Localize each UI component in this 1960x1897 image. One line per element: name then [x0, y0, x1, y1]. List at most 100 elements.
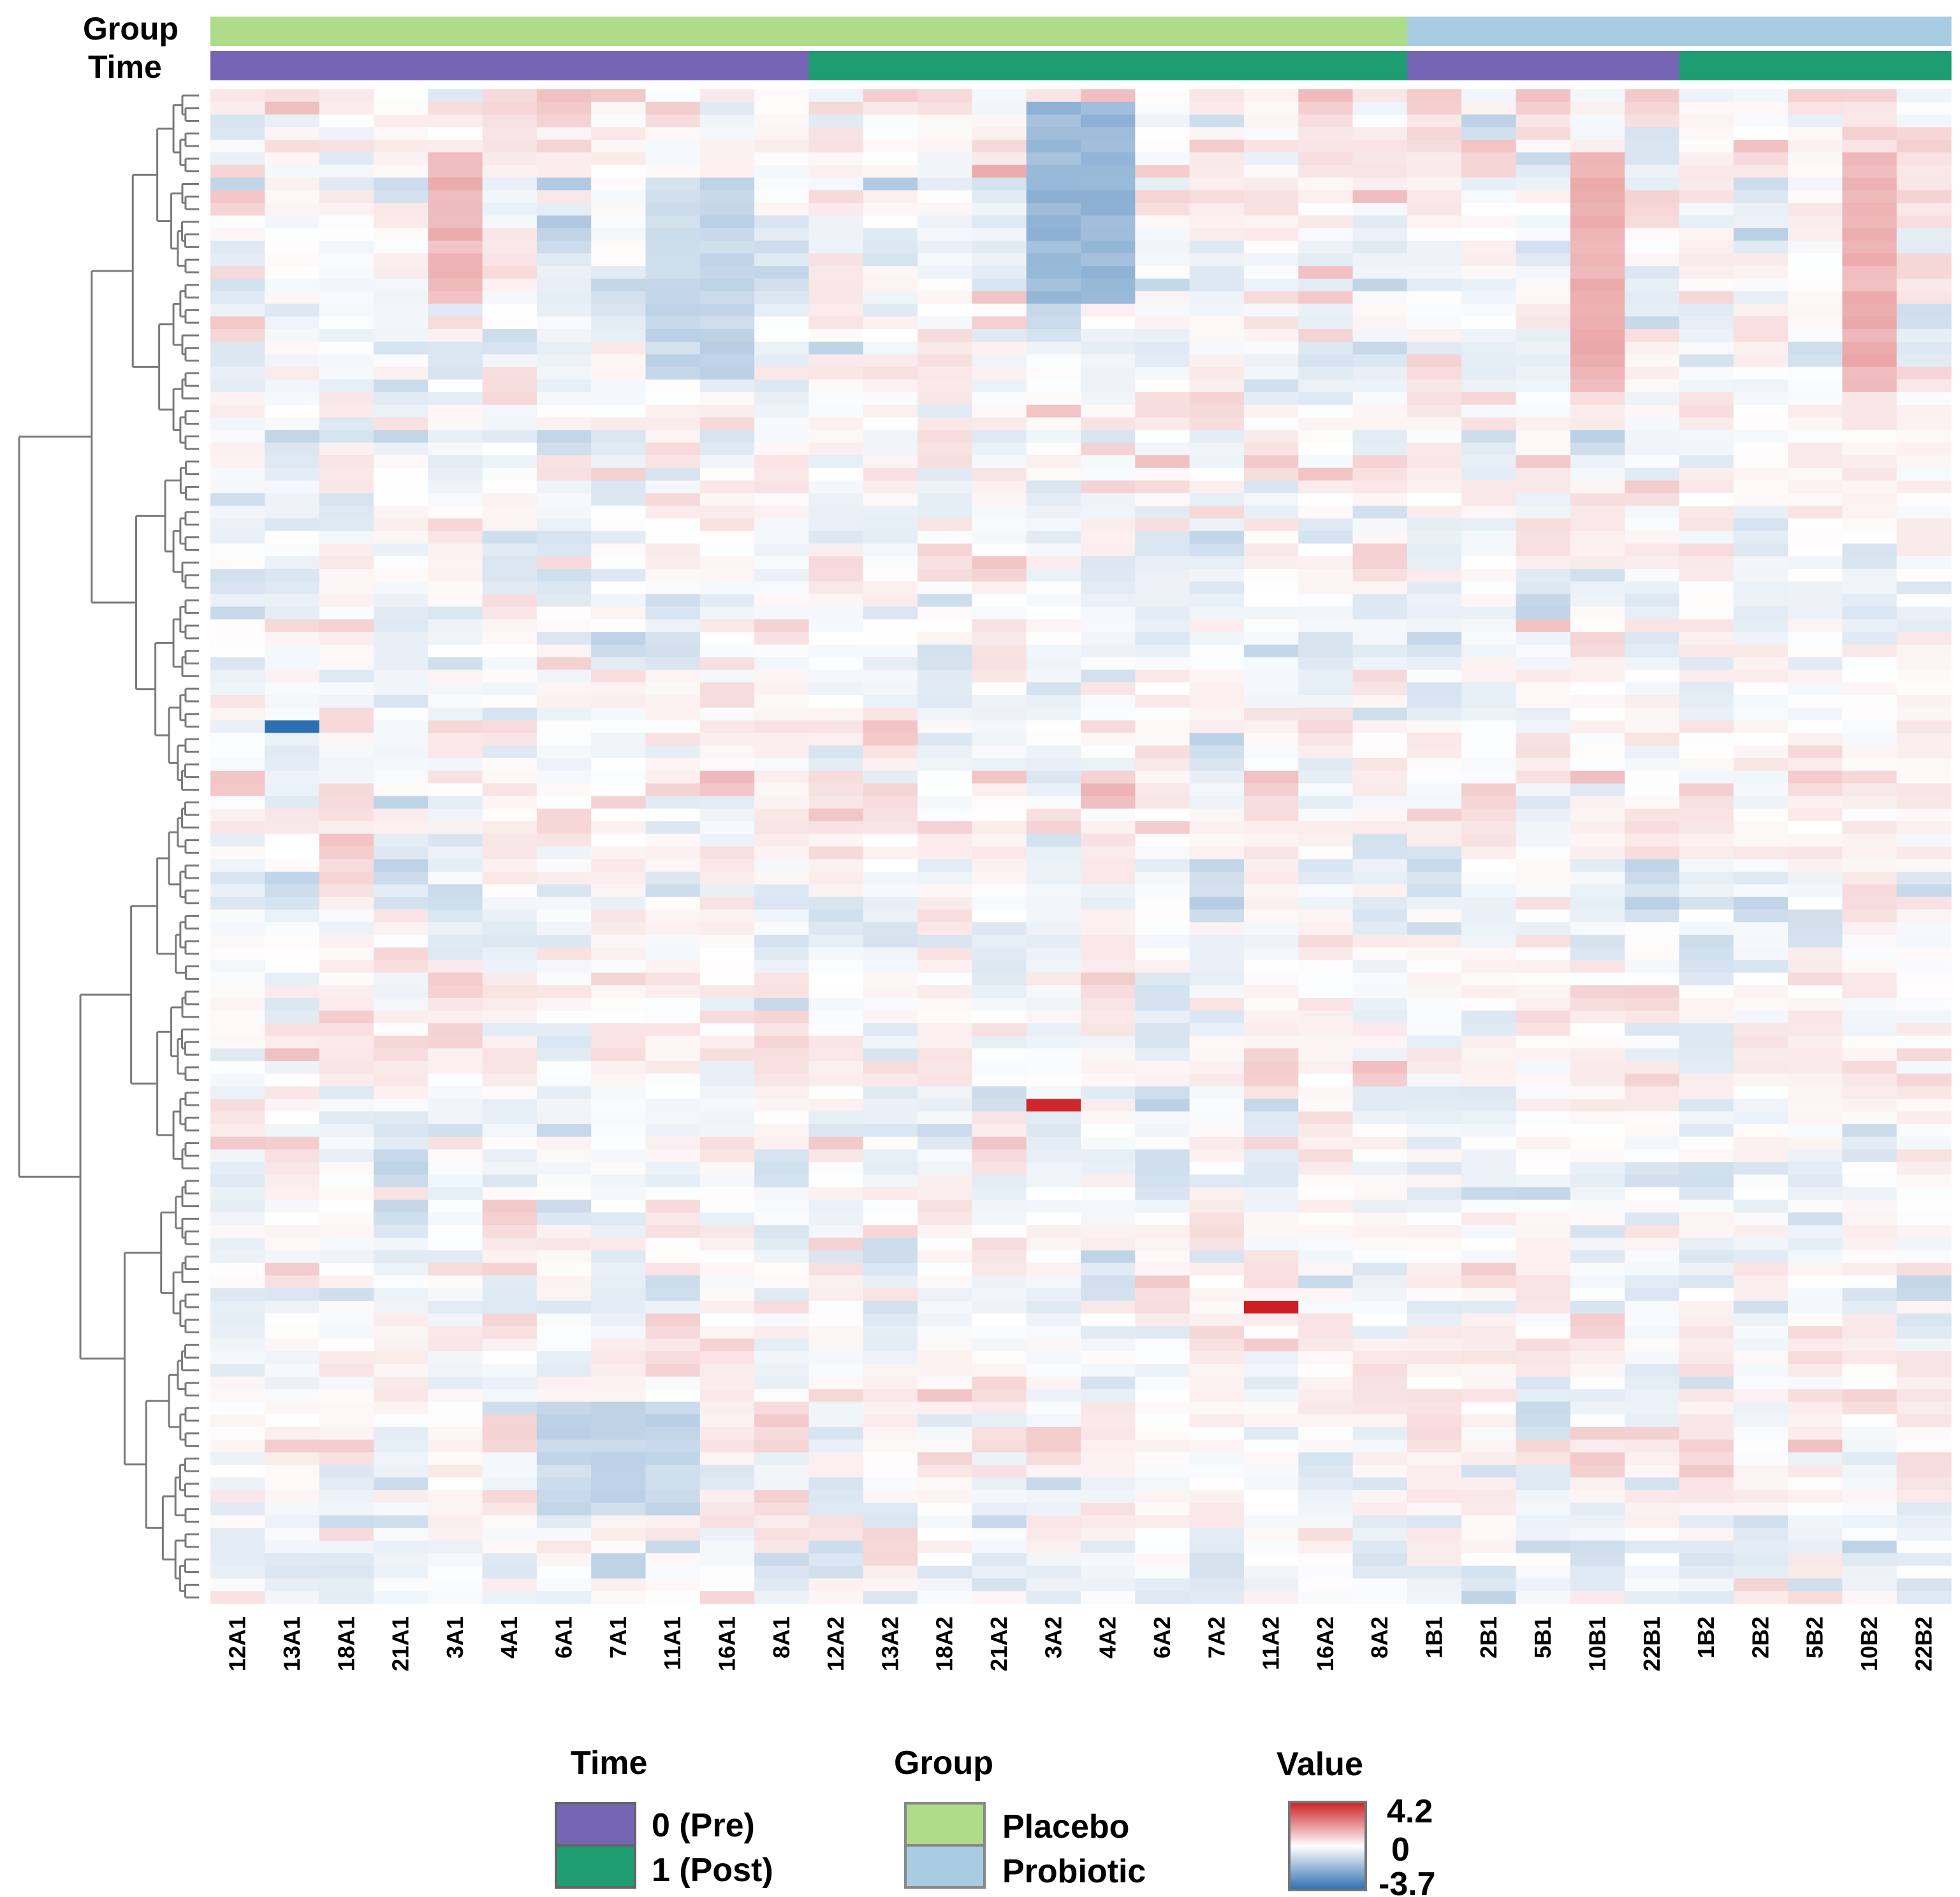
- heat-cell: [972, 1275, 1027, 1289]
- heat-cell: [699, 1124, 755, 1138]
- heat-cell: [1189, 177, 1245, 191]
- col-label-22B1: 22B1: [1639, 1616, 1665, 1671]
- heat-cell: [536, 960, 592, 974]
- heat-cell: [1679, 1426, 1734, 1440]
- heat-cell: [1896, 770, 1952, 784]
- heat-cell: [1407, 695, 1462, 708]
- heat-cell: [1243, 1187, 1299, 1201]
- heat-cell: [1298, 140, 1354, 153]
- heat-cell: [808, 632, 864, 645]
- heat-cell: [1352, 960, 1408, 974]
- heat-cell: [591, 266, 647, 279]
- heat-cell: [1461, 1515, 1517, 1528]
- heat-cell: [1352, 1275, 1408, 1289]
- heat-cell: [972, 493, 1027, 506]
- heat-cell: [1679, 720, 1734, 733]
- heat-cell: [1625, 897, 1680, 911]
- heat-cell: [1026, 253, 1081, 267]
- heat-cell: [1081, 922, 1136, 935]
- heat-cell: [265, 1541, 320, 1554]
- heat-cell: [754, 758, 810, 772]
- heat-cell: [1679, 1553, 1734, 1567]
- heat-cell: [1243, 430, 1299, 443]
- heat-cell: [1733, 1111, 1788, 1125]
- heat-cell: [1733, 733, 1788, 746]
- heat-cell: [1243, 177, 1299, 191]
- heat-cell: [1516, 733, 1571, 746]
- heat-cell: [265, 1515, 320, 1528]
- heat-cell: [972, 670, 1027, 683]
- heat-cell: [1026, 897, 1081, 911]
- heat-cell: [1516, 1023, 1571, 1036]
- heat-cell: [754, 354, 810, 368]
- heat-cell: [699, 1439, 755, 1453]
- heat-cell: [754, 1086, 810, 1099]
- heat-cell: [1679, 644, 1734, 658]
- heat-cell: [1135, 1426, 1190, 1440]
- heat-cell: [808, 770, 864, 784]
- heat-cell: [699, 531, 755, 545]
- heat-cell: [972, 606, 1027, 620]
- heat-cell: [699, 985, 755, 999]
- heat-cell: [1135, 1541, 1190, 1554]
- heat-cell: [536, 1060, 592, 1074]
- heat-cell: [1788, 594, 1843, 608]
- heat-cell: [1842, 1275, 1898, 1289]
- heat-cell: [699, 1465, 755, 1478]
- heat-cell: [1570, 556, 1625, 569]
- heat-cell: [1243, 1136, 1299, 1150]
- heat-cell: [972, 266, 1027, 279]
- heat-cell: [482, 278, 538, 292]
- heat-cell: [1842, 1099, 1898, 1112]
- heat-cell: [645, 1553, 701, 1567]
- heat-cell: [1733, 417, 1788, 430]
- heat-cell: [1788, 1376, 1843, 1390]
- heat-cell: [591, 493, 647, 506]
- heat-cell: [863, 682, 918, 696]
- heat-cell: [1516, 1452, 1571, 1465]
- heat-cell: [428, 329, 483, 342]
- heat-cell: [863, 1452, 918, 1465]
- time-cell-16A2: [1298, 51, 1354, 80]
- heat-cell: [1352, 1136, 1408, 1150]
- heat-cell: [972, 947, 1027, 961]
- heat-cell: [1407, 367, 1462, 380]
- heat-cell: [808, 1351, 864, 1365]
- heat-cell: [1733, 695, 1788, 708]
- heat-cell: [210, 1528, 265, 1541]
- heat-cell: [319, 1086, 374, 1099]
- heat-cell: [972, 998, 1027, 1011]
- heat-cell: [1625, 127, 1680, 140]
- heat-cell: [536, 341, 592, 355]
- heat-cell: [1842, 935, 1898, 948]
- heat-cell: [1298, 1541, 1354, 1554]
- heat-cell: [1026, 594, 1081, 608]
- heat-cell: [1026, 1313, 1081, 1327]
- heat-cell: [265, 960, 320, 974]
- heat-cell: [210, 1149, 265, 1162]
- legend-value-title: Value: [1276, 1746, 1363, 1783]
- heat-cell: [1243, 443, 1299, 456]
- heat-cell: [1081, 253, 1136, 267]
- heat-cell: [1679, 632, 1734, 645]
- heat-cell: [1461, 215, 1517, 229]
- heat-cell: [754, 1414, 810, 1428]
- heat-cell: [319, 960, 374, 974]
- heat-cell: [863, 1389, 918, 1402]
- heat-cell: [808, 177, 864, 191]
- heat-cell: [591, 1565, 647, 1579]
- heat-cell: [1516, 190, 1571, 203]
- heat-cell: [428, 203, 483, 216]
- heat-cell: [1081, 1275, 1136, 1289]
- heat-cell: [1135, 253, 1190, 267]
- heat-cell: [863, 783, 918, 796]
- heat-cell: [1135, 1048, 1190, 1062]
- heat-cell: [210, 1111, 265, 1125]
- heat-cell: [1352, 619, 1408, 633]
- heat-cell: [1679, 354, 1734, 368]
- heat-cell: [1135, 228, 1190, 242]
- heat-cell: [265, 127, 320, 140]
- heat-cell: [972, 190, 1027, 203]
- heat-cell: [1081, 152, 1136, 166]
- heat-cell: [1243, 467, 1299, 481]
